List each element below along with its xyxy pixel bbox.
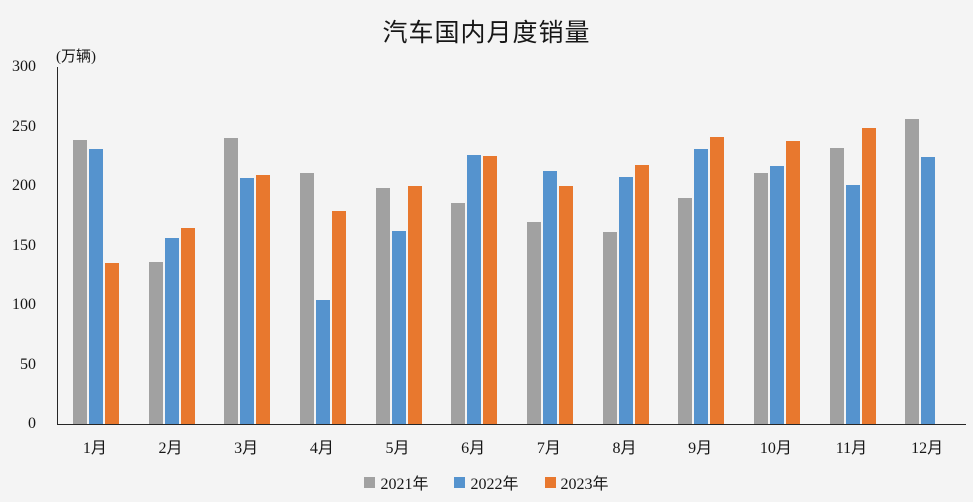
bar-2022-m1 [88, 149, 103, 424]
legend-item-2022: 2022年 [454, 470, 519, 494]
bar-2023-m2 [180, 227, 195, 424]
bar-2022-m12 [921, 157, 936, 424]
legend: 2021年 2022年 2023年 [0, 470, 973, 494]
bar-2023-m11 [861, 127, 876, 424]
x-axis: 1月 2月 3月 4月 5月 6月 7月 8月 9月 10月 11月 12月 [57, 434, 965, 457]
bar-2022-m6 [467, 155, 482, 424]
bar-2021-m2 [148, 262, 163, 424]
bar-2021-m12 [905, 119, 920, 424]
chart-title: 汽车国内月度销量 [382, 20, 591, 47]
bar-2021-m11 [829, 147, 844, 424]
y-axis: 0 50 100 150 200 250 300 [0, 59, 48, 432]
x-axis-label-m4: 4月 [309, 440, 334, 457]
legend-item-2023: 2023年 [544, 470, 609, 494]
x-axis-label-m3: 3月 [234, 440, 259, 457]
x-axis-label-m6: 6月 [461, 440, 486, 457]
y-axis-label-300: 300 [12, 58, 36, 75]
legend-swatch-icon [454, 476, 466, 488]
bar-2022-m3 [240, 177, 255, 424]
plot-area [57, 67, 966, 425]
y-axis-label-50: 50 [20, 355, 36, 373]
bar-2023-m9 [710, 137, 725, 424]
y-axis-label-250: 250 [12, 117, 36, 135]
bar-2023-m10 [785, 140, 800, 424]
bar-2023-m8 [634, 164, 649, 424]
x-axis-label-m8: 8月 [612, 440, 637, 457]
legend-label: 2023年 [560, 476, 609, 493]
legend-swatch-icon [544, 476, 556, 488]
legend-label: 2022年 [470, 476, 519, 493]
x-axis-label-m9: 9月 [688, 440, 713, 457]
bar-2023-m7 [558, 186, 573, 424]
y-axis-label-150: 150 [12, 236, 36, 254]
bar-2023-m6 [483, 156, 498, 424]
bar-2023-m3 [256, 175, 271, 424]
y-axis-label-100: 100 [12, 296, 36, 313]
bar-2021-m10 [753, 172, 768, 424]
bar-2022-m9 [694, 149, 709, 424]
bar-2021-m4 [299, 172, 314, 424]
x-axis-label-m1: 1月 [82, 440, 107, 457]
bar-2022-m2 [164, 238, 179, 424]
bar-2021-m7 [526, 221, 541, 424]
legend-label: 2021年 [380, 476, 429, 493]
x-axis-label-m5: 5月 [385, 440, 410, 457]
bar-2022-m11 [845, 184, 860, 424]
bar-2022-m4 [315, 300, 330, 424]
y-axis-label-200: 200 [12, 177, 36, 194]
bar-2021-m9 [678, 197, 693, 424]
bar-2022-m5 [391, 231, 406, 424]
bar-2023-m1 [104, 263, 119, 424]
y-axis-unit-label: (万辆) [56, 49, 96, 65]
bar-2021-m1 [72, 139, 87, 424]
bar-2021-m3 [224, 138, 239, 424]
x-axis-label-m12: 12月 [911, 440, 944, 457]
bar-2023-m4 [331, 211, 346, 424]
bar-2022-m7 [542, 170, 557, 424]
x-axis-label-m11: 11月 [835, 440, 868, 457]
bar-2023-m5 [407, 186, 422, 424]
y-axis-label-0: 0 [28, 415, 36, 432]
bar-2022-m8 [618, 176, 633, 424]
legend-swatch-icon [364, 476, 376, 488]
x-axis-label-m10: 10月 [759, 440, 792, 457]
bar-2022-m10 [769, 165, 784, 424]
x-axis-label-m2: 2月 [158, 440, 183, 457]
bar-2021-m8 [602, 232, 617, 424]
x-axis-label-m7: 7月 [536, 440, 561, 457]
bar-2021-m5 [375, 188, 390, 424]
legend-item-2021: 2021年 [364, 470, 428, 494]
bar-2021-m6 [451, 202, 466, 424]
